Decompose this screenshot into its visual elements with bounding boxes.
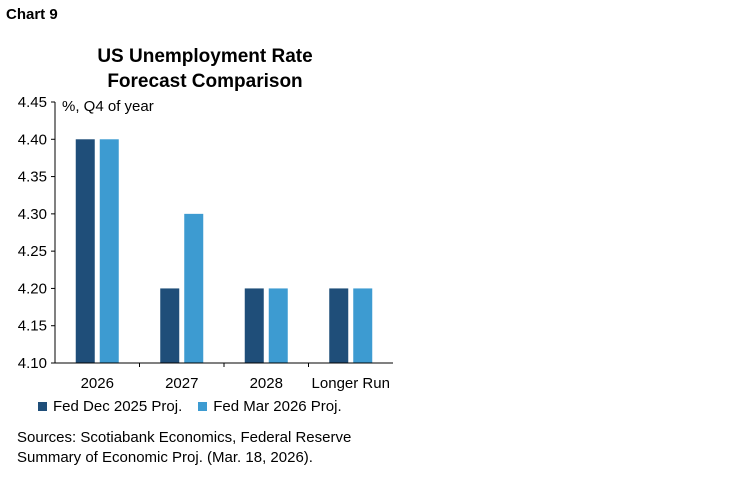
x-tick-label: 2027 [165,375,198,392]
bar-2026-series-1 [99,139,119,363]
bar-longer-run-series-0 [329,288,349,363]
bar-2027-series-1 [184,213,204,363]
legend-swatch-dec-2025 [38,402,47,411]
chart-title-line-1: US Unemployment Rate [97,46,313,67]
unit-label: %, Q4 of year [62,98,154,115]
bar-2028-series-1 [268,288,288,363]
x-axis [55,362,393,367]
sources-note: Sources: Scotiabank Economics, Federal R… [17,428,437,468]
legend: Fed Dec 2025 Proj. Fed Mar 2026 Proj. [38,398,358,415]
y-tick-label: 4.15 [18,318,47,335]
bar-longer-run-series-1 [353,288,373,363]
y-tick-label: 4.40 [18,131,47,148]
bar-2028-series-0 [244,288,264,363]
chart-title: US Unemployment Rate Forecast Comparison [60,44,350,94]
legend-swatch-mar-2026 [198,402,208,411]
bar-2027-series-0 [160,288,180,363]
chart-number-label: Chart 9 [6,6,58,23]
sources-line-2: Summary of Economic Proj. (Mar. 18, 2026… [17,449,313,466]
bars [75,139,373,363]
x-tick-label: 2026 [81,375,114,392]
y-tick-label: 4.45 [18,94,47,111]
chart-title-line-2: Forecast Comparison [107,71,303,92]
legend-item-mar-2026: Fed Mar 2026 Proj. [198,398,342,415]
legend-label-dec-2025: Fed Dec 2025 Proj. [53,398,183,415]
x-tick-label: 2028 [250,375,283,392]
y-tick-label: 4.20 [18,280,47,297]
legend-label-mar-2026: Fed Mar 2026 Proj. [213,398,342,415]
y-tick-label: 4.35 [18,169,47,186]
bar-2026-series-0 [75,139,95,363]
x-axis-labels: 2026 2027 2028 Longer Run [81,375,390,392]
bar-chart: 4.104.154.204.254.304.354.404.45 2026 202… [18,94,393,392]
y-tick-label: 4.30 [18,206,47,223]
y-tick-label: 4.10 [18,355,47,372]
x-tick-label: Longer Run [312,375,390,392]
legend-item-dec-2025: Fed Dec 2025 Proj. [38,398,182,415]
y-axis-ticks: 4.10 4.15 4.20 4.25 4.30 4.35 4.40 4.45 [18,94,55,372]
sources-line-1: Sources: Scotiabank Economics, Federal R… [17,429,352,446]
y-tick-label: 4.25 [18,243,47,260]
